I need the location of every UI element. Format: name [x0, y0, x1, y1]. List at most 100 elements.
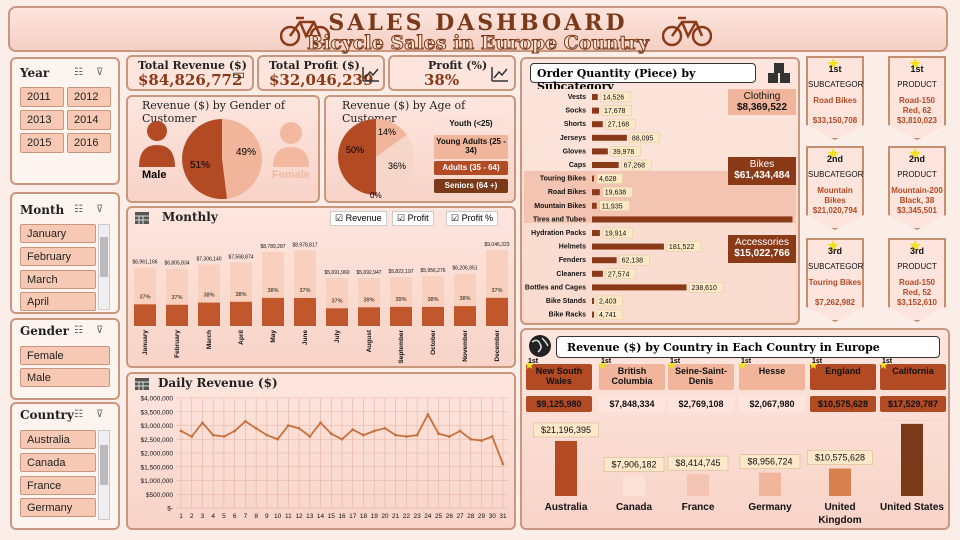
- dashboard-title: SALES DASHBOARD: [328, 10, 628, 36]
- order-bar: [592, 94, 598, 100]
- legend-profit[interactable]: ☑ Profit: [392, 211, 434, 226]
- daily-point: [179, 429, 183, 433]
- rank-value: $33,150,708: [812, 116, 858, 125]
- daily-point: [286, 424, 290, 427]
- legend-profit-pct[interactable]: ☑ Profit %: [446, 211, 499, 226]
- monthly-category-label: July: [334, 330, 341, 343]
- rank-name: Touring Bikes: [808, 278, 862, 287]
- gender-revenue-panel: Revenue ($) by Gender of Customer Male F…: [126, 95, 320, 203]
- legend-revenue[interactable]: ☑ Revenue: [330, 211, 387, 226]
- order-value-box: [605, 268, 636, 280]
- slicer-item-2014[interactable]: 2014: [67, 110, 111, 130]
- monthly-revenue-label: $5,692,947: [356, 270, 381, 276]
- monthly-profit-bar: [294, 298, 316, 326]
- monthly-profit-bar: [390, 306, 412, 326]
- subcategory-label: Vests: [568, 94, 586, 101]
- state-name: California: [880, 364, 946, 390]
- rank-card-subcategory: ★ 2nd SUBCATEGORY Mountain Bikes $21,020,794: [806, 146, 864, 230]
- clear-filter-icon[interactable]: ⊽: [96, 67, 104, 78]
- clear-filter-icon[interactable]: ⊽: [96, 204, 104, 215]
- monthly-pct-label: 37%: [331, 298, 342, 304]
- gender-pie: [182, 119, 262, 199]
- monthly-category-label: January: [142, 330, 149, 355]
- star-icon: ★: [826, 54, 841, 73]
- star-icon: ★: [808, 358, 819, 372]
- country-slicer: Country ☷ ⊽ Australia Canada France Germ…: [10, 402, 120, 530]
- monthly-pct-label: 38%: [427, 297, 438, 303]
- slicer-item-february[interactable]: February: [20, 247, 96, 266]
- monthly-revenue-label: $5,956,276: [420, 268, 445, 274]
- daily-point: [480, 439, 483, 443]
- daily-point: [265, 433, 269, 437]
- multi-select-icon[interactable]: ☷: [74, 409, 83, 420]
- bicycle-icon: [280, 16, 330, 47]
- slicer-item-2016[interactable]: 2016: [67, 133, 111, 153]
- slicer-item-2013[interactable]: 2013: [20, 110, 64, 130]
- slicer-item-april[interactable]: April: [20, 292, 96, 311]
- x-tick-label: 17: [349, 513, 357, 520]
- rank-label: 1st: [828, 64, 842, 74]
- slicer-item-2015[interactable]: 2015: [20, 133, 64, 153]
- slicer-item-march[interactable]: March: [20, 270, 96, 289]
- slicer-item-france[interactable]: France: [20, 476, 96, 495]
- chart-title: Revenue ($) by Country in Each Country i…: [556, 336, 940, 358]
- clear-filter-icon[interactable]: ⊽: [96, 409, 104, 420]
- multi-select-icon[interactable]: ☷: [74, 325, 83, 336]
- chart-title: Daily Revenue ($): [158, 376, 278, 390]
- monthly-category-label: September: [398, 330, 405, 364]
- slicer-item-australia[interactable]: Australia: [20, 430, 96, 449]
- rank-label: 3rd: [827, 246, 842, 256]
- order-quantity-panel: Order Quantity (Piece) by Subcategory Cl…: [520, 57, 800, 325]
- country-bar: [555, 440, 577, 496]
- x-tick-label: 16: [338, 513, 346, 520]
- slicer-item-canada[interactable]: Canada: [20, 453, 96, 472]
- money-icon: ▭: [232, 67, 246, 83]
- rank-value: $7,262,982: [814, 298, 856, 307]
- rank-kind: SUBCATEGORY: [808, 80, 869, 89]
- x-tick-label: 5: [222, 513, 226, 520]
- country-label: Germany: [748, 502, 792, 513]
- order-bar: [592, 257, 617, 264]
- country-value-label: $21,196,395: [541, 425, 591, 435]
- slicer-item-germany[interactable]: Germany: [20, 498, 96, 517]
- chart-title: Order Quantity (Piece) by Subcategory: [530, 63, 756, 93]
- star-icon: ★: [826, 236, 841, 255]
- order-value-box: [602, 186, 633, 198]
- monthly-category-label: November: [462, 330, 469, 362]
- scrollbar[interactable]: [98, 430, 110, 520]
- slicer-item-january[interactable]: January: [20, 224, 96, 243]
- subcategory-label: Caps: [569, 162, 586, 169]
- order-value-label: 238,610: [692, 285, 717, 292]
- country-value-box: [739, 454, 801, 470]
- subcategory-label: Jerseys: [560, 135, 586, 142]
- country-value-box: [667, 455, 729, 471]
- multi-select-icon[interactable]: ☷: [74, 67, 83, 78]
- country-value-box: [533, 422, 599, 438]
- scrollbar[interactable]: [98, 224, 110, 310]
- order-value-label: 17,678: [604, 108, 626, 115]
- star-icon: ★: [908, 54, 923, 73]
- daily-point: [447, 435, 451, 438]
- monthly-pct-label: 37%: [491, 288, 502, 294]
- dashboard-header: SALES DASHBOARD Bicycle Sales in Europe …: [8, 6, 948, 55]
- rank-name: Road-150 Red, 62: [898, 96, 935, 115]
- multi-select-icon[interactable]: ☷: [74, 204, 83, 215]
- y-tick-label: $1,500,000: [140, 464, 173, 471]
- x-tick-label: 22: [403, 513, 411, 520]
- kpi-label: Total Profit ($): [269, 59, 360, 72]
- slicer-item-male[interactable]: Male: [20, 368, 110, 387]
- rank-card-product: ★ 1st PRODUCT Road-150 Red, 62 $3,810,023: [888, 56, 946, 140]
- slicer-item-2012[interactable]: 2012: [67, 87, 111, 107]
- monthly-chart: $6,961,166 37% January $6,805,834 37% Februar…: [132, 242, 509, 364]
- bicycle-icon: [662, 16, 712, 47]
- monthly-revenue-label: $6,206,951: [452, 266, 477, 272]
- state-value: $2,067,980: [739, 396, 805, 412]
- rank-kind: PRODUCT: [897, 262, 937, 271]
- slicer-item-2011[interactable]: 2011: [20, 87, 64, 107]
- slicer-item-female[interactable]: Female: [20, 346, 110, 365]
- order-bar: [592, 175, 594, 182]
- order-bar: [592, 311, 594, 318]
- kpi-value: 38%: [424, 71, 460, 89]
- rank-name: Mountain-200 Black, 38: [891, 186, 943, 205]
- clear-filter-icon[interactable]: ⊽: [96, 325, 104, 336]
